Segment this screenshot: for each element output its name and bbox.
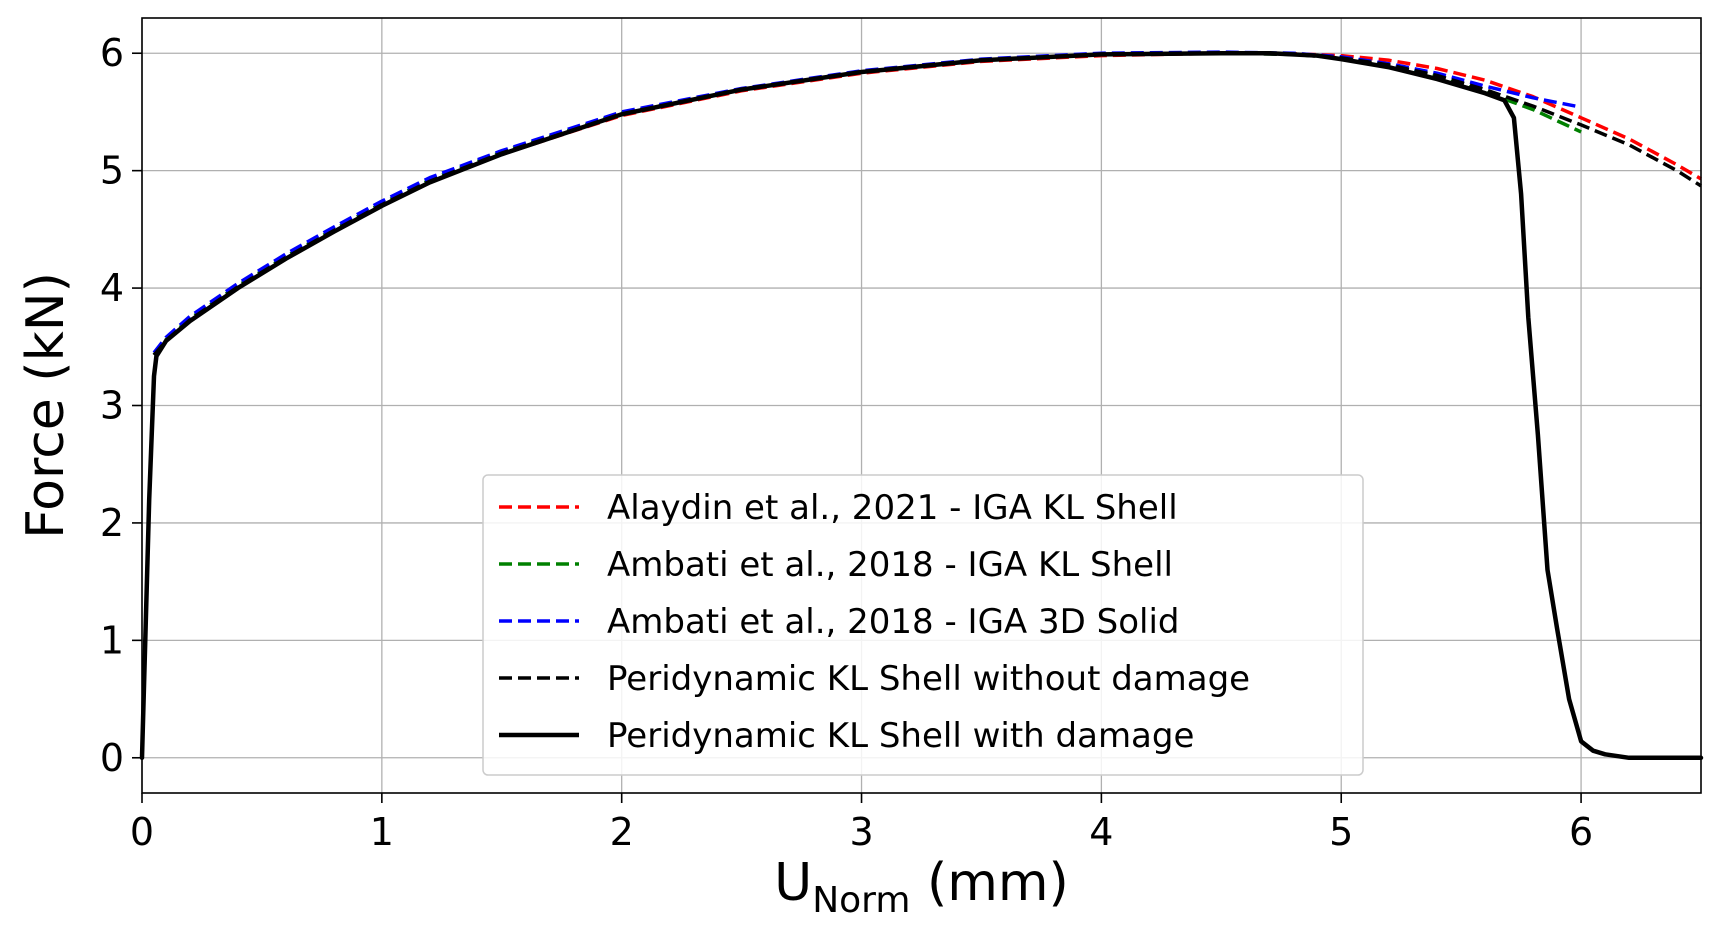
y-tick-label: 4	[100, 266, 124, 310]
x-tick-label: 5	[1329, 810, 1353, 854]
legend-box	[482, 474, 1364, 776]
legend-label-4: Peridynamic KL Shell without damage	[607, 659, 1250, 699]
legend: Alaydin et al., 2021 - IGA KL Shell Ambat…	[482, 474, 1364, 776]
x-tick-label: 4	[1089, 810, 1113, 854]
legend-label-2: Ambati et al., 2018 - IGA KL Shell	[607, 545, 1173, 585]
y-tick-label: 0	[100, 736, 124, 780]
y-tick-label: 2	[100, 501, 124, 545]
y-axis-title: Force (kN)	[16, 272, 76, 539]
x-tick-label: 0	[130, 810, 154, 854]
y-tick-label: 6	[100, 31, 124, 75]
x-axis-title-unit: (mm)	[910, 853, 1068, 913]
axis-ticks: 0 1 2 3 4 5 6 0 1 2 3 4 5 6	[100, 31, 1593, 854]
series-line-5	[139, 50, 1704, 761]
x-tick-label: 6	[1569, 810, 1593, 854]
legend-label-3: Ambati et al., 2018 - IGA 3D Solid	[607, 602, 1179, 642]
x-axis-title: UNorm (mm)	[774, 853, 1069, 921]
x-tick-label: 2	[610, 810, 634, 854]
legend-label-5: Peridynamic KL Shell with damage	[607, 716, 1194, 756]
y-tick-label: 5	[100, 149, 124, 193]
series-line-3	[152, 50, 1582, 354]
series-lines	[139, 50, 1704, 761]
x-axis-title-subscript: Norm	[812, 880, 910, 921]
x-axis-title-main: U	[774, 853, 812, 913]
y-tick-label: 1	[100, 618, 124, 662]
x-tick-label: 1	[370, 810, 394, 854]
series-line-2	[152, 51, 1582, 357]
x-tick-label: 3	[849, 810, 873, 854]
legend-label-1: Alaydin et al., 2021 - IGA KL Shell	[607, 488, 1178, 528]
y-tick-label: 3	[100, 384, 124, 428]
grid	[141, 18, 1701, 793]
